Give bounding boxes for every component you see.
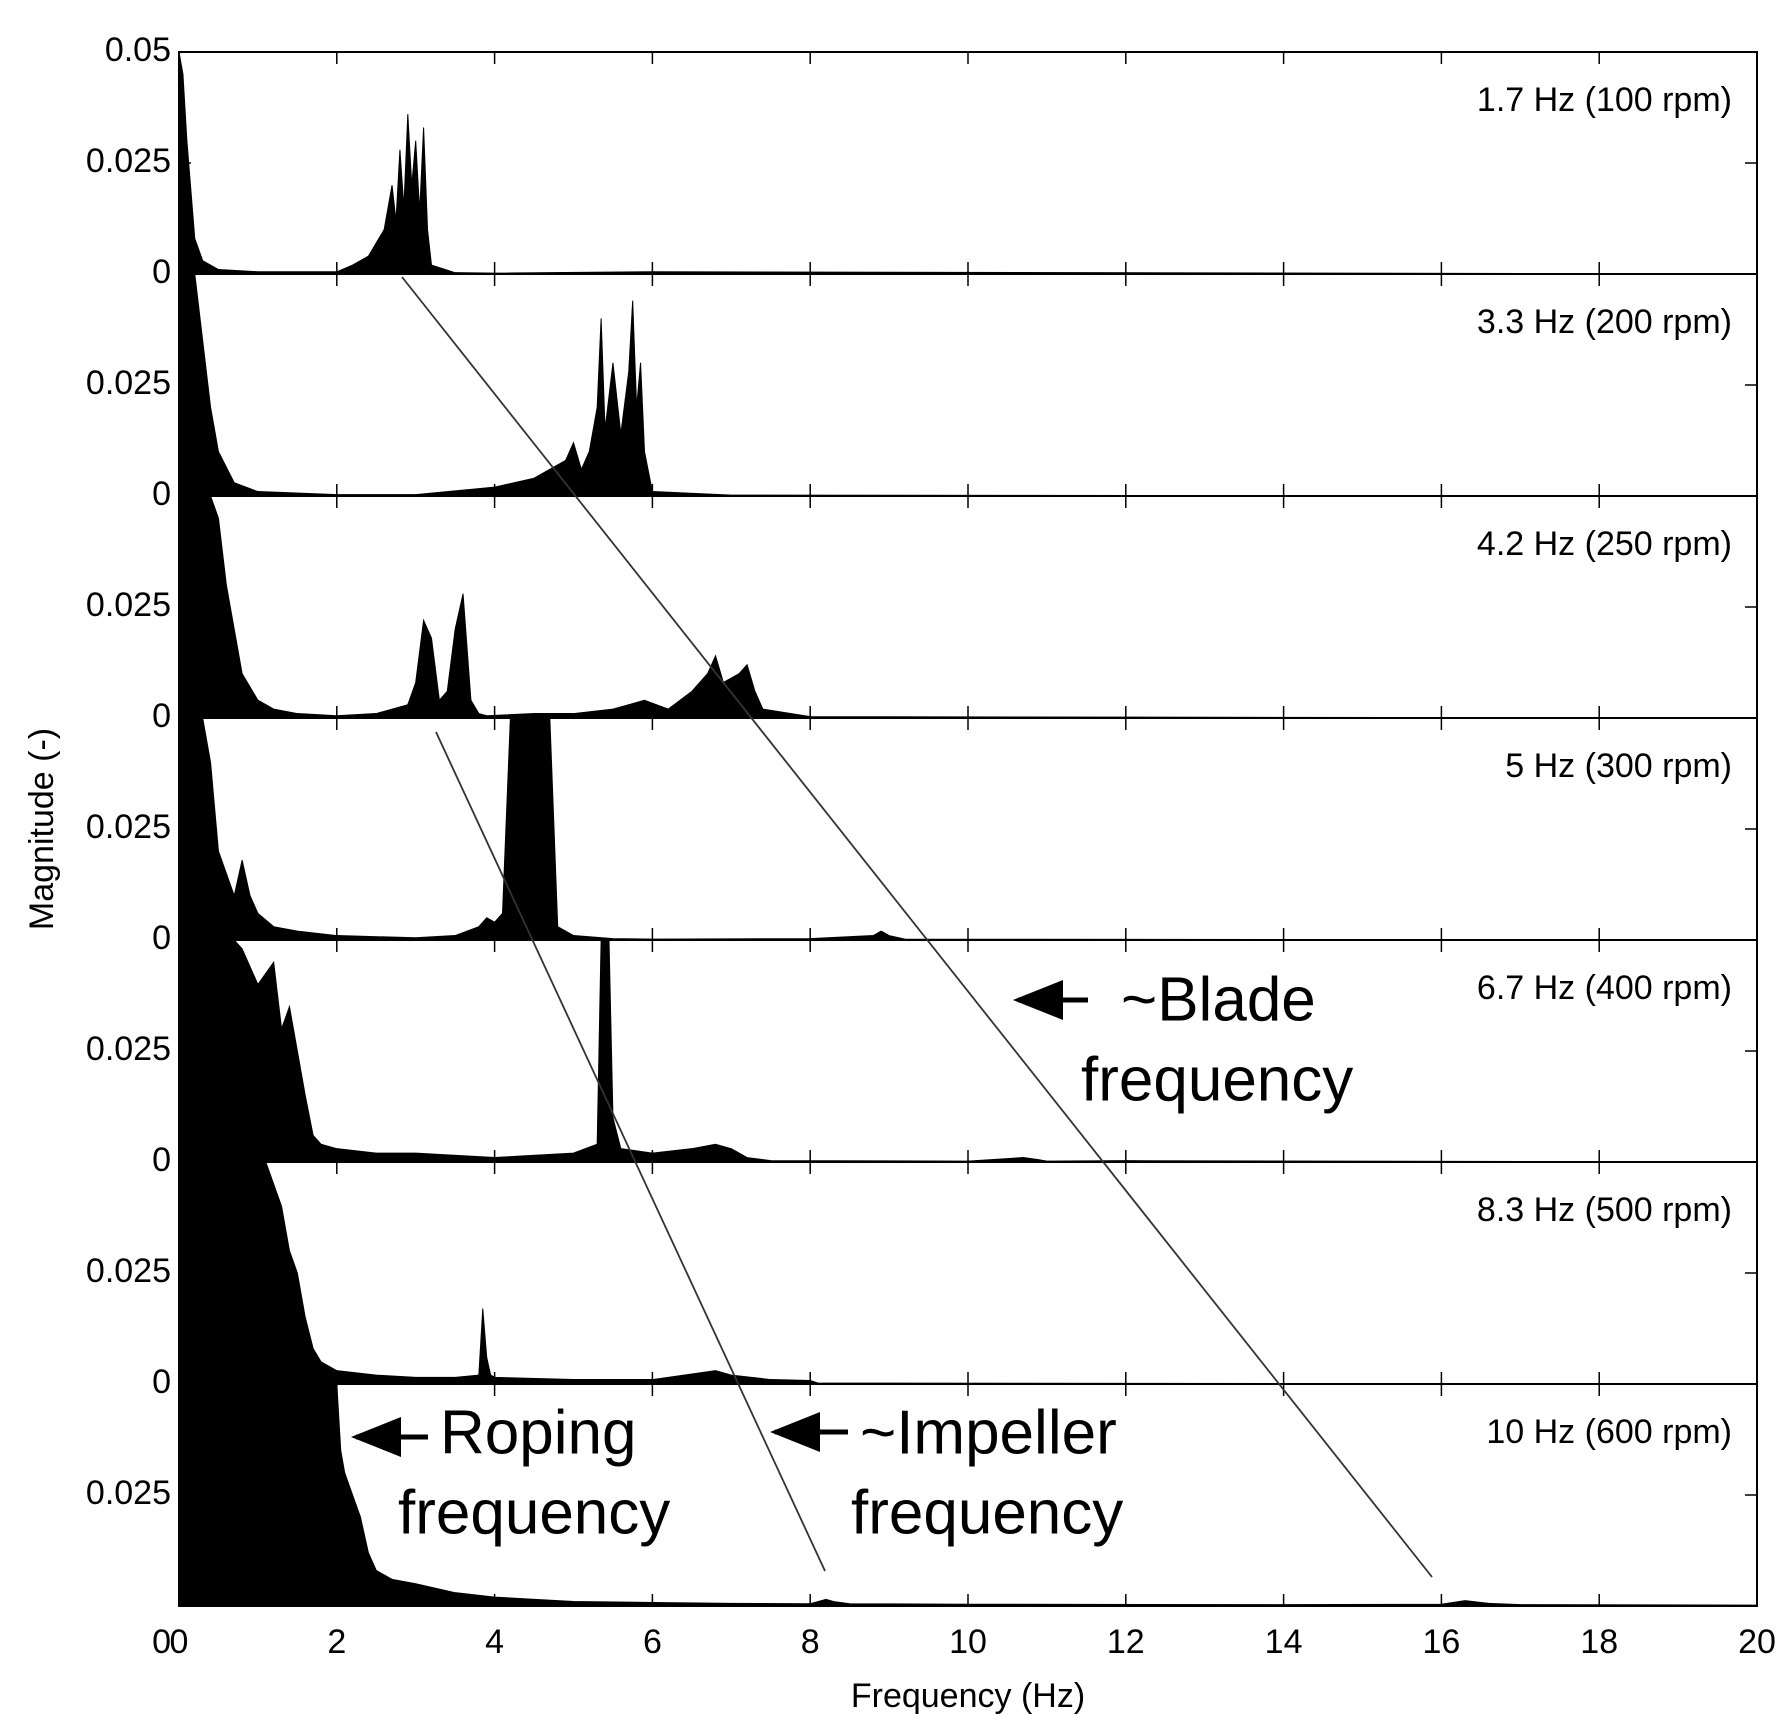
y-tick-label: 0	[152, 1623, 171, 1661]
y-tick-label: 0.025	[86, 808, 171, 846]
spectrum	[179, 274, 1757, 496]
panel: 0 0.025 8.3 Hz (500 rpm)	[86, 1161, 1758, 1401]
annotation: ~Blade	[1121, 965, 1316, 1034]
spectrum	[179, 1384, 1757, 1606]
x-tick-label: 16	[1422, 1623, 1460, 1661]
panel-label: 8.3 Hz (500 rpm)	[1477, 1191, 1732, 1229]
annotation: frequency	[851, 1478, 1123, 1547]
x-tick-label: 8	[801, 1623, 820, 1661]
x-tick-label: 6	[643, 1623, 662, 1661]
y-tick-label: 0	[152, 1141, 171, 1179]
spectrum	[179, 1162, 1757, 1384]
panel-label: 4.2 Hz (250 rpm)	[1477, 525, 1732, 563]
annotation: frequency	[398, 1478, 670, 1547]
y-tick-label: 0.025	[86, 1474, 171, 1512]
y-tick-label: 0	[152, 697, 171, 735]
annotation: ~Impeller	[860, 1398, 1117, 1467]
x-tick-label: 18	[1580, 1623, 1618, 1661]
y-tick-label: 0	[152, 1363, 171, 1401]
annotation: Roping	[440, 1398, 636, 1467]
panel: 0 0.025 0.05 1.7 Hz (100 rpm)	[86, 31, 1758, 291]
y-axis-label: Magnitude (-)	[23, 728, 61, 930]
y-tick-label: 0	[152, 253, 171, 291]
panel: 0 0.025 6.7 Hz (400 rpm)	[86, 939, 1758, 1179]
panel-label: 5 Hz (300 rpm)	[1505, 747, 1732, 785]
panels: 0 0.025 0.05 1.7 Hz (100 rpm) 0 0.025 3.3 Hz (…	[23, 31, 1776, 1714]
y-tick-label: 0.05	[105, 31, 171, 69]
annotation: frequency	[1081, 1045, 1353, 1114]
x-axis-label: Frequency (Hz)	[851, 1677, 1085, 1714]
panel-label: 1.7 Hz (100 rpm)	[1477, 81, 1732, 119]
x-tick-label: 12	[1107, 1623, 1145, 1661]
blade-guide	[401, 276, 1433, 1578]
x-tick-label: 14	[1265, 1623, 1303, 1661]
x-tick-label: 10	[949, 1623, 987, 1661]
spectrum	[179, 496, 1757, 718]
y-tick-label: 0.025	[86, 1030, 171, 1068]
panel: 0 0.025 3.3 Hz (200 rpm)	[86, 273, 1758, 513]
panel: 0 0.025 4.2 Hz (250 rpm)	[86, 495, 1758, 735]
y-tick-label: 0	[152, 475, 171, 513]
y-tick-label: 0.025	[86, 364, 171, 402]
panel-label: 3.3 Hz (200 rpm)	[1477, 303, 1732, 341]
y-tick-label: 0.025	[86, 1252, 171, 1290]
panel: 0 0.025 5 Hz (300 rpm) Magnitude (-)	[23, 717, 1758, 957]
y-tick-label: 0.025	[86, 586, 171, 624]
impeller-guide	[435, 731, 826, 1572]
x-tick-label: 4	[485, 1623, 504, 1661]
panel-label: 6.7 Hz (400 rpm)	[1477, 969, 1732, 1007]
panel: 0 2 4 6 8 10 12 14 16 18 20 0 0.025 10 Hz (600 rpm) Fr…	[86, 1383, 1776, 1714]
y-tick-label: 0	[152, 919, 171, 957]
x-tick-label: 2	[327, 1623, 346, 1661]
panel-label: 10 Hz (600 rpm)	[1486, 1413, 1732, 1451]
spectrum	[179, 52, 1757, 274]
x-tick-label: 20	[1738, 1623, 1776, 1661]
y-tick-label: 0.025	[86, 142, 171, 180]
x-tick-label: 0	[170, 1623, 189, 1661]
